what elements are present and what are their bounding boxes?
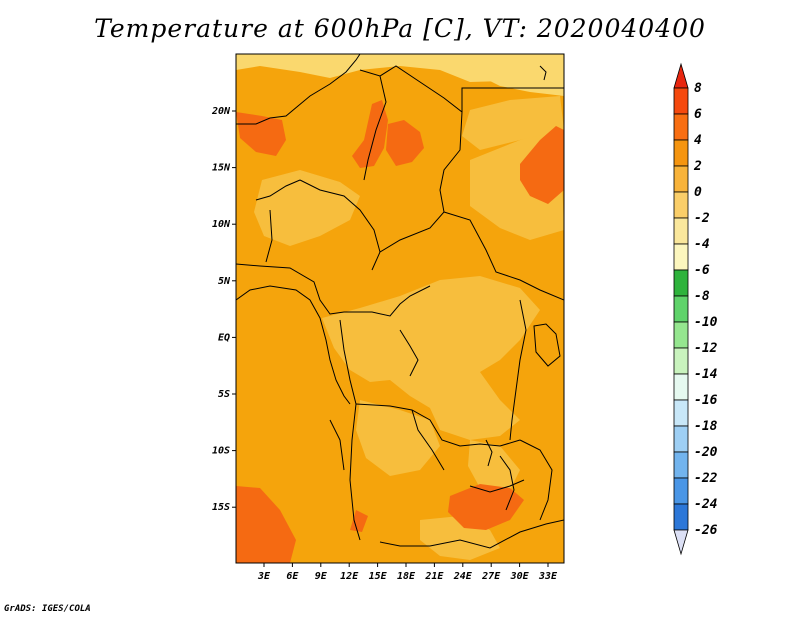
field-hot-spot bbox=[350, 510, 368, 532]
colorbar-level-label: -8 bbox=[694, 289, 710, 304]
colorbar-segment bbox=[673, 503, 689, 531]
colorbar-segment bbox=[673, 347, 689, 375]
colorbar-level-label: -26 bbox=[694, 523, 718, 538]
colorbar-segment bbox=[673, 399, 689, 427]
colorbar-segment bbox=[673, 269, 689, 297]
lat-tick-label: 15S bbox=[212, 502, 230, 513]
lon-tick-label: 9E bbox=[315, 571, 328, 582]
field-hot-sudan bbox=[520, 126, 564, 204]
colorbar-segment bbox=[673, 321, 689, 349]
colorbar-level-label: 2 bbox=[693, 159, 702, 174]
field-cool-south bbox=[356, 400, 440, 476]
lon-tick-label: 33E bbox=[538, 571, 558, 582]
colorbar-segment bbox=[673, 113, 689, 141]
lat-tick-label: 5S bbox=[218, 389, 230, 400]
colorbar-bottom-arrow bbox=[673, 529, 689, 556]
lat-tick-label: 20N bbox=[211, 106, 231, 117]
colorbar-segment bbox=[673, 165, 689, 193]
lat-tick-label: 10S bbox=[212, 446, 230, 457]
colorbar-segment bbox=[673, 425, 689, 453]
lat-tick-label: 10N bbox=[212, 219, 231, 230]
field-hot-chad bbox=[386, 120, 424, 166]
colorbar-level-label: -18 bbox=[694, 419, 718, 434]
field-cool-ne bbox=[462, 96, 564, 150]
colorbar-segment bbox=[673, 87, 689, 115]
lon-tick-label: 18E bbox=[397, 571, 416, 582]
colorbar-level-label: -4 bbox=[694, 237, 710, 252]
colorbar-segment bbox=[673, 373, 689, 401]
colorbar-level-label: -20 bbox=[694, 445, 718, 460]
colorbar-level-label: 8 bbox=[694, 81, 702, 96]
field-hot-zambia bbox=[448, 484, 524, 530]
colorbar-segment bbox=[673, 217, 689, 245]
lon-tick-label: 3E bbox=[257, 571, 271, 582]
lon-tick-label: 12E bbox=[340, 571, 359, 582]
colorbar-top-arrow bbox=[673, 62, 689, 89]
colorbar: 8 6 4 2 0 -2 -4 -6 -8 -10 -12 -14 -16 -18 -20 -22 -24 -26 bbox=[673, 62, 718, 556]
colorbar-level-label: -22 bbox=[694, 471, 718, 486]
colorbar-level-label: -24 bbox=[694, 497, 718, 512]
colorbar-level-label: 0 bbox=[694, 185, 702, 200]
lon-tick-label: 6E bbox=[286, 571, 299, 582]
field-cool-se bbox=[468, 440, 520, 490]
longitude-axis: 3E 6E 9E 12E 15E 18E 21E 24E 27E 30E 33E bbox=[257, 563, 558, 582]
colorbar-level-label: -10 bbox=[694, 315, 718, 330]
lon-tick-label: 24E bbox=[453, 571, 473, 582]
latitude-axis: 20N 15N 10N 5N EQ 5S 10S 15S bbox=[211, 106, 236, 513]
chart-title: Temperature at 600hPa [C], VT: 202004040… bbox=[94, 14, 706, 43]
lat-tick-label: 15N bbox=[212, 163, 231, 174]
lon-tick-label: 15E bbox=[369, 571, 388, 582]
colorbar-segment bbox=[673, 243, 689, 271]
colorbar-segment bbox=[673, 191, 689, 219]
temperature-field bbox=[236, 54, 564, 563]
field-hot-niger bbox=[352, 100, 388, 168]
lon-tick-label: 21E bbox=[424, 571, 444, 582]
colorbar-level-label: 6 bbox=[694, 107, 702, 122]
lat-tick-label: EQ bbox=[218, 332, 230, 343]
field-hot-west bbox=[236, 112, 286, 156]
colorbar-level-label: -16 bbox=[694, 393, 718, 408]
colorbar-segment bbox=[673, 139, 689, 167]
field-cool-congo bbox=[322, 276, 540, 440]
credit-label: GrADS: IGES/COLA bbox=[4, 604, 91, 614]
colorbar-level-label: -6 bbox=[694, 263, 710, 278]
colorbar-segment bbox=[673, 477, 689, 505]
lon-tick-label: 30E bbox=[510, 571, 530, 582]
field-hot-sw bbox=[236, 486, 296, 563]
field-pale-ne bbox=[468, 54, 564, 96]
colorbar-level-label: -2 bbox=[694, 211, 710, 226]
colorbar-level-label: -12 bbox=[694, 341, 718, 356]
colorbar-segment bbox=[673, 295, 689, 323]
colorbar-level-label: -14 bbox=[694, 367, 718, 382]
map-frame bbox=[235, 53, 565, 564]
lon-tick-label: 27E bbox=[481, 571, 501, 582]
colorbar-level-label: 4 bbox=[694, 133, 702, 148]
lat-tick-label: 5N bbox=[218, 276, 231, 287]
country-borders bbox=[236, 54, 564, 549]
colorbar-segment bbox=[673, 451, 689, 479]
